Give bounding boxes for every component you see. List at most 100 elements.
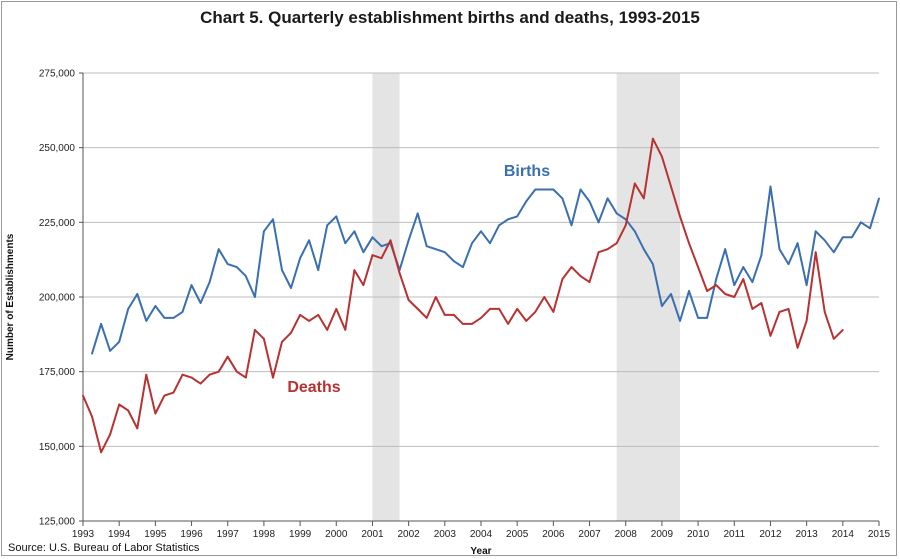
deaths-point [163, 394, 166, 397]
x-tick-label: 1994 [108, 529, 131, 540]
deaths-point [425, 317, 428, 319]
series-group [82, 137, 880, 454]
deaths-point [769, 334, 772, 337]
deaths-point [561, 278, 564, 280]
x-tick-label: 2003 [434, 529, 457, 540]
x-tick-label: 2006 [542, 529, 565, 540]
labels-group: Year Number of Establishments Births Deaths [5, 163, 550, 557]
births-point [235, 266, 238, 268]
births-point [154, 305, 157, 307]
x-tick-label: 2009 [651, 529, 674, 540]
y-tick-label: 250,000 [39, 143, 76, 154]
births-point [841, 236, 844, 239]
deaths-point [226, 355, 229, 358]
deaths-point [118, 403, 121, 406]
deaths-point [624, 224, 627, 227]
deaths-point [244, 376, 247, 379]
y-axis-title: Number of Establishments [5, 233, 16, 360]
deaths-point [805, 320, 808, 322]
deaths-point [742, 278, 745, 280]
deaths-point [136, 427, 139, 430]
deaths-point [724, 293, 727, 295]
deaths-point [335, 308, 338, 310]
births-point [679, 320, 681, 322]
deaths-point [480, 317, 482, 319]
deaths-point [208, 373, 211, 376]
deaths-point [715, 284, 718, 286]
births-point [226, 263, 229, 265]
deaths-point [642, 197, 645, 200]
births-point [579, 188, 582, 191]
deaths-point [398, 272, 401, 274]
births-point [190, 284, 193, 286]
births-point [814, 230, 817, 233]
births-point [860, 221, 862, 224]
x-tick-label: 2002 [398, 529, 421, 540]
deaths-point [525, 320, 528, 322]
births-point [100, 323, 102, 325]
births-point [516, 215, 519, 218]
births-point [380, 245, 383, 248]
births-point [326, 224, 329, 227]
births-point [606, 197, 609, 200]
births-point [796, 242, 799, 245]
deaths-point [308, 320, 310, 322]
births-point [362, 251, 365, 254]
deaths-point [534, 311, 537, 313]
deaths-point [661, 155, 663, 158]
x-tick-label: 1998 [253, 529, 276, 540]
births-point [507, 218, 509, 221]
births-point [308, 239, 310, 242]
births-point [199, 302, 202, 304]
deaths-point [597, 251, 600, 254]
x-tick-label: 2015 [868, 529, 891, 540]
deaths-point [796, 346, 799, 349]
births-point [642, 248, 645, 251]
births-point [697, 317, 699, 319]
y-tick-label: 125,000 [39, 517, 76, 528]
y-tick-label: 275,000 [39, 69, 76, 80]
deaths-point [290, 331, 292, 334]
births-point [317, 269, 320, 271]
x-tick-label: 1996 [180, 529, 203, 540]
deaths-point [416, 308, 419, 310]
births-point [543, 188, 546, 191]
deaths-point [407, 299, 410, 301]
deaths-point [462, 323, 464, 325]
deaths-point [787, 308, 790, 310]
births-point [688, 290, 690, 292]
births-point [272, 218, 274, 221]
deaths-point [832, 337, 835, 340]
chart-source: Source: U.S. Bureau of Labor Statistics [8, 542, 200, 554]
x-tick-label: 2010 [687, 529, 710, 540]
deaths-point [281, 340, 283, 343]
births-point [281, 269, 283, 271]
births-point [353, 230, 356, 233]
births-point [769, 185, 772, 188]
deaths-point [235, 370, 238, 373]
births-point [534, 188, 537, 191]
births-point [127, 308, 130, 310]
deaths-point [154, 412, 157, 415]
deaths-point [670, 185, 672, 188]
deaths-point [552, 311, 555, 313]
births-point [217, 248, 220, 251]
deaths-point [516, 308, 519, 310]
deaths-point [615, 242, 618, 245]
chart-title: Chart 5. Quarterly establishment births … [200, 8, 700, 27]
births-point [869, 227, 871, 230]
births-point [778, 248, 781, 251]
births-point [489, 242, 491, 245]
births-point [443, 251, 446, 254]
deaths-point [326, 329, 329, 331]
deaths-point [254, 329, 256, 331]
births-point [832, 251, 835, 254]
deaths-point [606, 248, 609, 251]
x-tick-label: 2014 [832, 529, 855, 540]
births-point [462, 266, 464, 268]
births-point [633, 230, 636, 233]
births-point [552, 188, 555, 191]
x-tick-label: 1999 [289, 529, 312, 540]
deaths-point [100, 451, 102, 454]
deaths-point [498, 308, 500, 310]
